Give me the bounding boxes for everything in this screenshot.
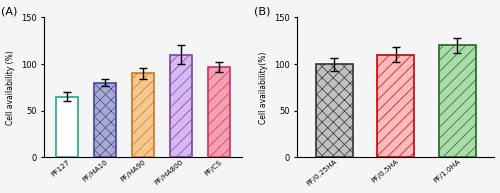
Bar [170, 55, 192, 157]
Bar [56, 97, 78, 157]
Text: (A): (A) [1, 6, 18, 16]
Bar [132, 73, 154, 157]
Y-axis label: Cell availability (%): Cell availability (%) [6, 50, 16, 125]
Bar [94, 83, 116, 157]
Bar [378, 55, 414, 157]
Y-axis label: Cell availability(%): Cell availability(%) [259, 51, 268, 124]
Bar [439, 45, 476, 157]
Bar [208, 67, 231, 157]
Text: (B): (B) [254, 6, 270, 16]
Bar [316, 64, 352, 157]
